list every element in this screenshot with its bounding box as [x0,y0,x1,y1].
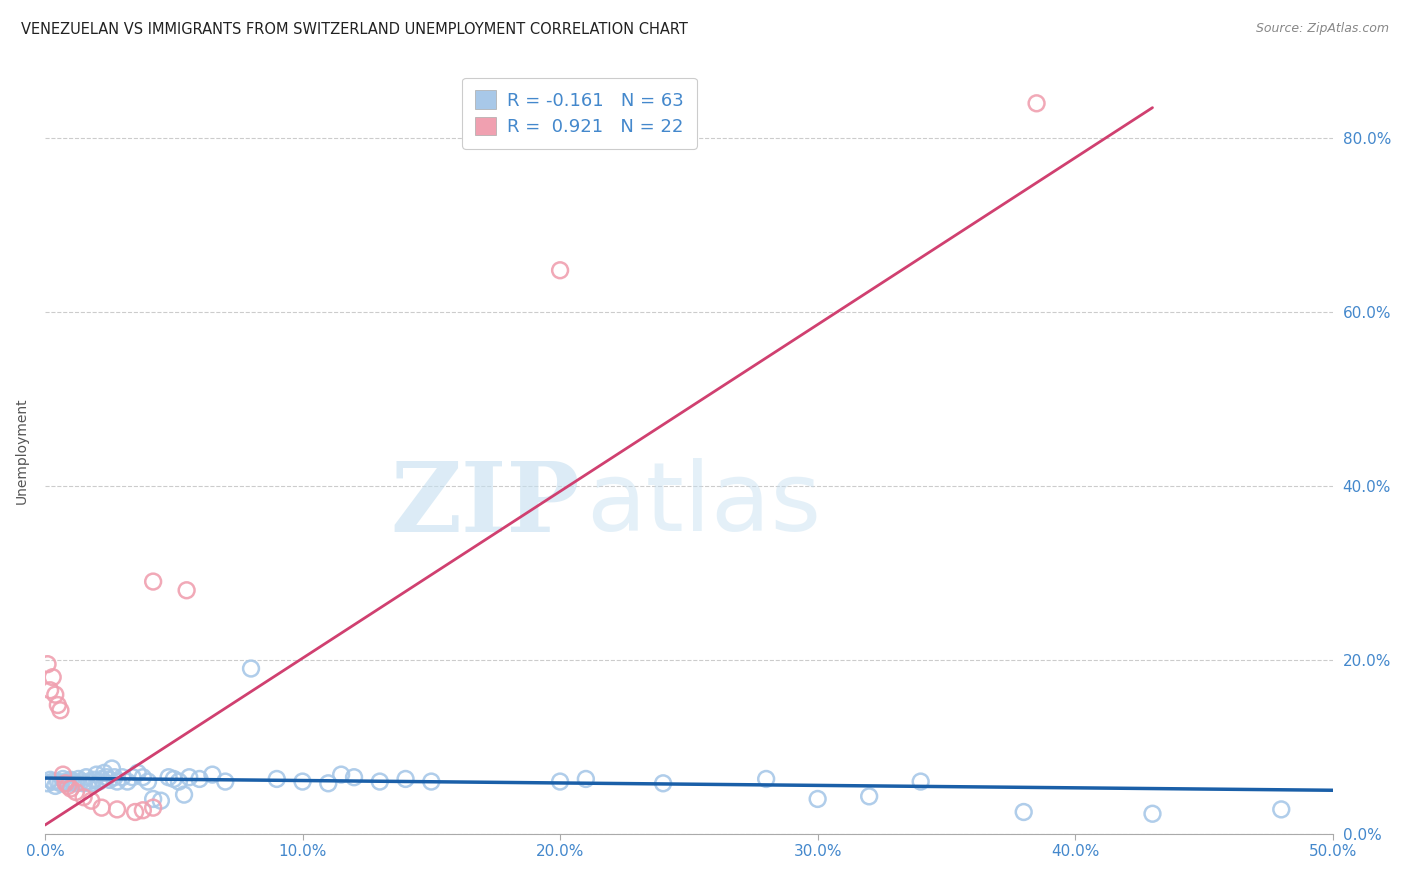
Point [176,583,198,598]
Point [41,774,63,789]
Point [83,772,105,787]
Point [37,776,59,790]
Point [910,774,932,789]
Point [72,790,94,805]
Point [240,661,263,675]
Point [103,770,125,784]
Point [59,772,82,787]
Point [368,774,391,789]
Point [111,770,134,784]
Text: Source: ZipAtlas.com: Source: ZipAtlas.com [1256,22,1389,36]
Point [807,792,830,806]
Point [87,774,110,789]
Point [105,802,128,816]
Point [67,772,90,786]
Text: ZIP: ZIP [389,458,579,551]
Point [59,781,82,796]
Point [142,792,165,806]
Point [90,772,112,786]
Point [65,785,87,799]
Point [316,776,339,790]
Point [548,774,571,789]
Point [52,767,75,781]
Point [105,774,128,789]
Point [291,774,314,789]
Point [86,767,108,781]
Point [52,772,75,786]
Point [124,805,146,819]
Point [56,779,79,793]
Point [127,765,149,780]
Point [77,774,100,789]
Point [37,657,59,672]
Point [121,770,143,784]
Point [266,772,288,786]
Point [44,688,66,702]
Y-axis label: Unemployment: Unemployment [15,398,30,505]
Point [343,770,366,784]
Point [62,774,84,789]
Point [1270,802,1292,816]
Point [163,772,186,786]
Point [65,776,87,790]
Point [136,774,159,789]
Point [90,800,112,814]
Point [72,776,94,790]
Text: atlas: atlas [586,458,821,551]
Legend: R = -0.161   N = 63, R =  0.921   N = 22: R = -0.161 N = 63, R = 0.921 N = 22 [463,78,697,149]
Point [55,776,77,790]
Point [858,789,880,804]
Point [46,698,69,712]
Point [49,703,72,717]
Point [44,779,66,793]
Point [132,803,155,817]
Point [93,765,115,780]
Point [80,794,103,808]
Point [1142,806,1164,821]
Point [56,776,79,790]
Point [55,774,77,789]
Point [149,794,172,808]
Point [1012,805,1035,819]
Point [755,772,778,786]
Point [167,774,190,789]
Point [214,774,236,789]
Point [70,774,93,789]
Point [142,574,165,589]
Point [41,670,63,684]
Point [548,263,571,277]
Point [420,774,443,789]
Point [575,772,598,786]
Point [75,770,97,784]
Point [157,770,180,784]
Point [39,683,62,698]
Point [330,767,353,781]
Point [394,772,416,786]
Point [201,767,224,781]
Point [188,772,211,786]
Point [1025,96,1047,111]
Point [652,776,675,790]
Point [96,770,118,784]
Point [80,776,103,790]
Point [142,800,165,814]
Point [101,762,124,776]
Point [46,774,69,789]
Point [179,770,201,784]
Point [39,772,62,787]
Text: VENEZUELAN VS IMMIGRANTS FROM SWITZERLAND UNEMPLOYMENT CORRELATION CHART: VENEZUELAN VS IMMIGRANTS FROM SWITZERLAN… [21,22,688,37]
Point [98,772,121,787]
Point [49,776,72,790]
Point [132,770,155,784]
Point [173,788,195,802]
Point [117,774,139,789]
